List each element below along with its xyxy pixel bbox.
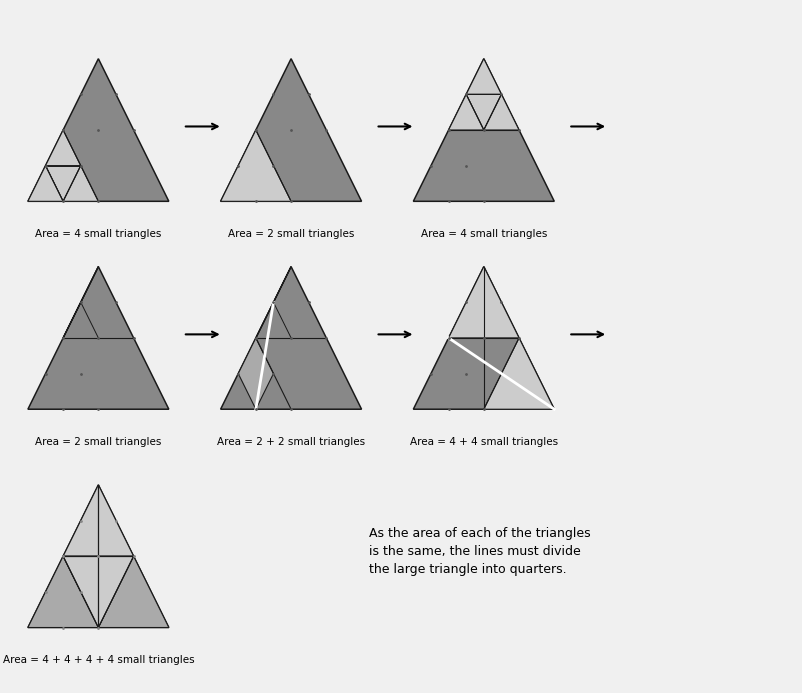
Polygon shape [63,166,99,201]
Polygon shape [448,94,483,130]
Polygon shape [63,485,133,556]
Polygon shape [63,267,99,338]
Polygon shape [221,59,361,201]
Text: Area = 2 small triangles: Area = 2 small triangles [228,229,354,238]
Polygon shape [28,485,168,628]
Polygon shape [483,338,553,409]
Polygon shape [483,94,518,130]
Polygon shape [63,556,133,628]
Text: Area = 2 small triangles: Area = 2 small triangles [35,437,161,446]
Polygon shape [99,556,168,628]
Polygon shape [28,556,99,628]
Polygon shape [466,59,500,94]
Polygon shape [413,267,553,409]
Polygon shape [46,130,81,166]
Polygon shape [238,338,273,409]
Polygon shape [221,130,291,201]
Polygon shape [28,166,63,201]
Text: Area = 4 small triangles: Area = 4 small triangles [420,229,546,238]
Polygon shape [221,267,361,409]
Polygon shape [256,267,291,338]
Text: Area = 4 + 4 + 4 + 4 small triangles: Area = 4 + 4 + 4 + 4 small triangles [2,655,194,665]
Polygon shape [28,267,168,409]
Polygon shape [46,166,81,201]
Polygon shape [28,59,168,201]
Polygon shape [413,59,553,201]
Text: As the area of each of the triangles
is the same, the lines must divide
the larg: As the area of each of the triangles is … [369,527,590,576]
Text: Area = 4 small triangles: Area = 4 small triangles [35,229,161,238]
Polygon shape [466,94,500,130]
Text: Area = 4 + 4 small triangles: Area = 4 + 4 small triangles [409,437,557,446]
Text: Area = 2 + 2 small triangles: Area = 2 + 2 small triangles [217,437,365,446]
Polygon shape [448,267,518,338]
